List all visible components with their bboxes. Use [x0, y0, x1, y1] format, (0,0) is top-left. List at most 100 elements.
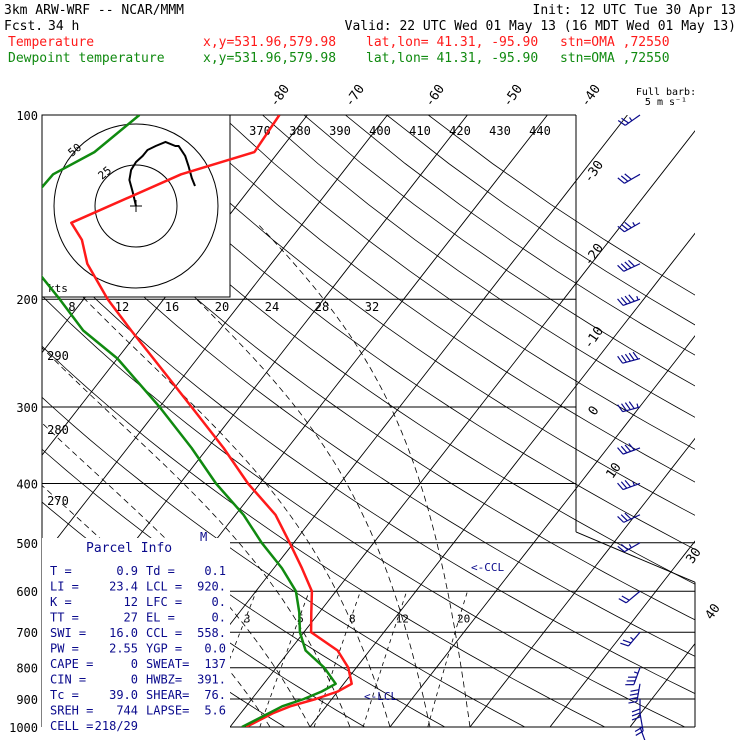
wind-barb-flag — [632, 351, 639, 360]
wind-barb-staff — [624, 222, 641, 233]
wind-barb-flag — [621, 354, 627, 363]
pressure-tick-label: 900 — [16, 693, 38, 707]
wind-barb-flag — [617, 177, 625, 184]
parcel-label: CELL = — [50, 719, 93, 733]
theta-e-label: 380 — [289, 124, 311, 138]
wind-barb — [631, 698, 641, 721]
parcel-value: 39.0 — [109, 688, 138, 702]
temperature-axis-label: 0 — [586, 403, 603, 418]
wind-barb-flag — [621, 117, 629, 124]
right-axis-diagonal — [575, 531, 696, 583]
parcel-label: LAPSE= — [146, 704, 189, 718]
temperature-stn: stn=OMA ,72550 — [560, 35, 670, 50]
wind-barb-flag — [628, 443, 635, 451]
wind-barb-staff — [639, 726, 646, 740]
parcel-value: 920. — [197, 580, 226, 594]
wind-barb-flag — [624, 261, 632, 269]
wind-barb — [628, 683, 641, 704]
wind-scale-label: 16 — [165, 300, 179, 314]
dry-adiabat — [386, 115, 695, 326]
parcel-label: EL = — [146, 611, 175, 625]
dry-adiabat — [220, 115, 695, 450]
parcel-value: 27 — [124, 611, 138, 625]
wind-barb — [617, 221, 641, 233]
isotherm — [629, 642, 695, 727]
parcel-label: CCL = — [146, 626, 182, 640]
wind-barb-flag — [624, 295, 632, 304]
moist-adiabat — [256, 222, 471, 727]
mixing-ratio-line — [313, 591, 361, 727]
wind-barb-flag — [630, 689, 640, 692]
temperature-axis-label: 30 — [683, 545, 704, 566]
isotherm — [309, 232, 695, 727]
wind-barb-staff — [623, 263, 641, 272]
wind-barb-flag — [624, 512, 632, 520]
parcel-value: 0.1 — [204, 564, 226, 578]
wind-scale-label: 8 — [68, 300, 75, 314]
wind-barb-flag — [631, 716, 641, 721]
parcel-label: CIN = — [50, 673, 86, 687]
dry-adiabat — [96, 115, 695, 550]
wind-barb-flag — [620, 642, 629, 647]
init-time: Init: 12 UTC Tue 30 Apr 13 — [533, 3, 737, 18]
pressure-tick-label: 500 — [16, 537, 38, 551]
parcel-value: 16.0 — [109, 626, 138, 640]
parcel-label: HWBZ= — [146, 673, 182, 687]
wind-barb-half-flag — [629, 117, 633, 122]
wind-barb-staff — [625, 590, 641, 604]
wind-barb-flag — [624, 173, 632, 180]
wind-barb-flag — [620, 543, 629, 551]
mixing-ratio-label: 8 — [349, 613, 356, 626]
wind-barb — [617, 443, 641, 455]
temperature-legend: Temperature — [8, 35, 94, 50]
wind-barb-half-flag — [636, 295, 639, 301]
wind-barb-flag — [631, 708, 641, 713]
wind-barb — [620, 631, 641, 647]
wind-barb — [617, 479, 641, 491]
theta-e-label: 390 — [329, 124, 351, 138]
wind-barb-flag — [624, 444, 632, 452]
mixing-ratio-label: 12 — [396, 613, 409, 626]
dewpoint-legend: Dewpoint temperature — [8, 51, 165, 66]
header: 3km ARW-WRF -- NCAR/MMM Init: 12 UTC Tue… — [4, 3, 736, 66]
wind-barb-half-flag — [632, 222, 636, 227]
wind-barb-flag — [620, 445, 628, 454]
isotherm — [42, 115, 388, 559]
wind-barb-flag — [617, 515, 625, 523]
wind-barb-flag — [618, 598, 627, 604]
parcel-label: PW = — [50, 642, 79, 656]
wind-barb-flag — [620, 263, 628, 271]
wind-barb — [617, 512, 641, 523]
wind-barb — [617, 114, 641, 126]
dewpoint-xy: x,y=531.96,579.98 — [203, 51, 336, 66]
valid-time: Valid: 22 UTC Wed 01 May 13 (16 MDT Wed … — [345, 19, 736, 34]
model-title: 3km ARW-WRF -- NCAR/MMM — [4, 3, 184, 18]
isotherm — [549, 540, 695, 727]
wind-barb — [617, 351, 641, 364]
temperature-axis-label: -80 — [267, 82, 293, 110]
wind-barb-flag — [624, 353, 631, 362]
theta-e-label: 440 — [529, 124, 551, 138]
parcel-label: Tc = — [50, 688, 79, 702]
wind-barb-flag — [629, 697, 638, 700]
wind-barb-staff — [633, 667, 641, 685]
parcel-value: 137 — [204, 657, 226, 671]
parcel-value: 218/29 — [95, 719, 138, 733]
pressure-tick-label: 200 — [16, 293, 38, 307]
wind-barb — [639, 726, 646, 740]
parcel-value: 0. — [212, 611, 226, 625]
wind-barb-staff — [636, 683, 641, 702]
wind-scale-label: 24 — [265, 300, 279, 314]
dry-adiabat — [42, 146, 695, 621]
hodograph-trace — [128, 140, 196, 207]
temperature-axis-label: -30 — [581, 158, 607, 186]
parcel-label: SREH = — [50, 704, 93, 718]
wind-barb-flag — [617, 404, 624, 413]
wind-barb-half-flag — [630, 636, 634, 641]
hodograph-ring-inner — [94, 164, 178, 248]
dry-adiabat — [428, 115, 695, 296]
barb-legend-line1: Full barb: — [636, 87, 696, 98]
moist-adiabat — [42, 253, 391, 727]
dry-adiabat — [42, 196, 695, 657]
dry-adiabat — [179, 115, 695, 483]
